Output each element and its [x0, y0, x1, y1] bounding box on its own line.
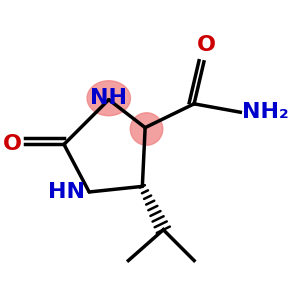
Text: NH₂: NH₂ — [242, 102, 288, 122]
Text: O: O — [197, 35, 216, 55]
Text: NH: NH — [90, 88, 127, 108]
Text: HN: HN — [48, 182, 85, 202]
Circle shape — [130, 113, 163, 145]
Ellipse shape — [87, 81, 130, 116]
Text: O: O — [3, 134, 22, 154]
